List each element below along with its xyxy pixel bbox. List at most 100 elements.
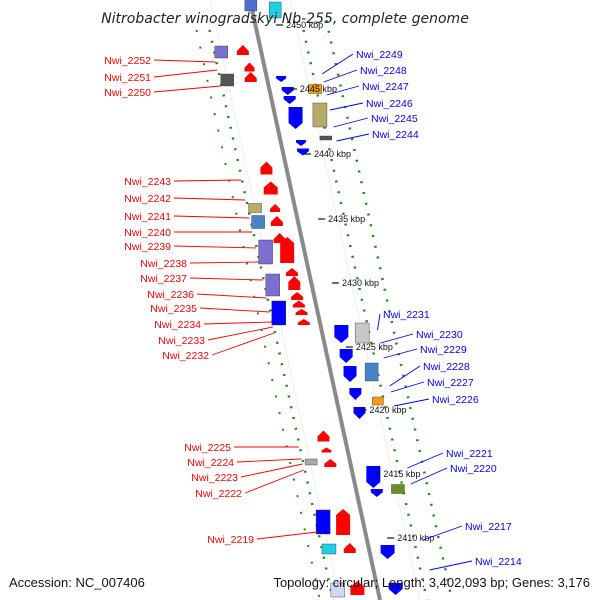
gene-label-reverse: Nwi_2226: [432, 394, 479, 406]
gene-label-forward: Nwi_2243: [124, 176, 171, 188]
gene-label-forward: Nwi_2223: [191, 472, 238, 484]
label-leader: [196, 293, 267, 299]
gene-label-forward: Nwi_2238: [140, 258, 187, 270]
gene-label-reverse: Nwi_2227: [427, 377, 474, 389]
gene-box: [220, 73, 235, 87]
gene-label-reverse: Nwi_2229: [420, 344, 467, 356]
label-leader: [199, 307, 270, 313]
gene-box: [354, 322, 370, 344]
forward-gene-arrow: [263, 181, 278, 195]
label-leader: [153, 85, 221, 93]
gene-label-forward: Nwi_2240: [124, 227, 171, 239]
gene-box: [251, 215, 265, 229]
label-leader: [207, 326, 273, 341]
label-leader: [236, 458, 302, 463]
gene-box: [265, 273, 280, 297]
map-title: Nitrobacter winogradskyi Nb-255, complet…: [101, 11, 469, 27]
gene-label-forward: Nwi_2251: [104, 72, 151, 84]
reverse-gene-arrow: [349, 388, 362, 400]
label-leader: [410, 467, 448, 485]
gene-box: [315, 509, 331, 535]
forward-gene-arrow: [270, 204, 281, 212]
reverse-gene-arrow: [370, 489, 383, 497]
forward-gene-arrow: [297, 319, 310, 325]
label-leader: [256, 531, 318, 540]
label-leader: [329, 102, 364, 111]
gene-label-forward: Nwi_2222: [195, 488, 242, 500]
gene-label-reverse: Nwi_2249: [356, 49, 403, 61]
gene-label-forward: Nwi_2252: [104, 55, 151, 67]
label-leader: [326, 85, 360, 96]
label-leader: [377, 313, 381, 331]
reverse-gene-arrow: [334, 325, 349, 343]
forward-gene-arrow: [343, 543, 356, 553]
label-leader: [393, 398, 430, 407]
gene-label-forward: Nwi_2232: [162, 350, 209, 362]
gene-label-reverse: Nwi_2220: [450, 463, 497, 475]
gene-label-reverse: Nwi_2230: [416, 329, 463, 341]
label-leader: [153, 59, 216, 63]
label-leader: [429, 560, 473, 571]
forward-gene-arrow: [244, 62, 255, 72]
gene-box: [312, 102, 328, 128]
label-leader: [383, 348, 418, 359]
gene-label-reverse: Nwi_2247: [362, 81, 409, 93]
scale-label: 2445 kbp: [300, 84, 337, 94]
accession-text: Accession: NC_007406: [9, 575, 145, 590]
gene-label-reverse: Nwi_2245: [371, 113, 418, 125]
gene-box: [391, 484, 405, 494]
gene-label-forward: Nwi_2239: [124, 241, 171, 253]
gene-label-forward: Nwi_2224: [187, 457, 234, 469]
gene-label-reverse: Nwi_2244: [372, 129, 419, 141]
label-leader: [336, 133, 370, 142]
forward-gene-arrow: [336, 509, 351, 535]
gene-box: [214, 45, 228, 59]
gene-box: [271, 300, 287, 326]
gene-label-forward: Nwi_2233: [158, 335, 205, 347]
forward-gene-arrow: [244, 72, 257, 82]
forward-gene-arrow: [280, 237, 295, 263]
gene-box: [244, 0, 258, 12]
label-leader: [389, 365, 421, 387]
scale-label: 2425 kbp: [356, 342, 393, 352]
gene-label-reverse: Nwi_2246: [366, 98, 413, 110]
gene-box: [319, 135, 333, 141]
forward-gene-arrow: [285, 268, 298, 276]
reverse-gene-arrow: [339, 349, 353, 363]
gene-label-forward: Nwi_2225: [184, 442, 231, 454]
gene-box: [258, 239, 273, 265]
gene-box: [248, 203, 262, 213]
forward-gene-arrow: [317, 430, 330, 442]
reverse-gene-arrow: [276, 76, 287, 82]
gene-label-reverse: Nwi_2228: [423, 361, 470, 373]
gene-label-forward: Nwi_2242: [124, 193, 171, 205]
scale-label: 2415 kbp: [383, 469, 420, 479]
reverse-gene-arrow: [283, 96, 296, 104]
scale-label: 2450 kbp: [286, 20, 323, 30]
forward-gene-arrow: [273, 233, 286, 243]
gene-label-forward: Nwi_2241: [124, 211, 171, 223]
forward-gene-arrow: [236, 45, 249, 55]
gene-box: [330, 582, 346, 598]
label-leader: [189, 261, 259, 264]
scale-label: 2420 kbp: [369, 405, 406, 415]
label-leader: [211, 332, 275, 356]
gene-label-reverse: Nwi_2217: [465, 521, 512, 533]
forward-gene-arrow: [292, 300, 305, 308]
gene-label-forward: Nwi_2234: [154, 319, 201, 331]
scale-label: 2435 kbp: [328, 214, 365, 224]
reverse-gene-arrow: [296, 148, 309, 156]
reverse-gene-arrow: [353, 407, 366, 419]
forward-gene-arrow: [321, 447, 332, 453]
reverse-gene-arrow: [388, 583, 403, 595]
label-leader: [323, 69, 358, 83]
forward-gene-arrow: [295, 309, 308, 315]
gene-label-reverse: Nwi_2231: [383, 309, 430, 321]
label-leader: [173, 215, 250, 219]
gene-box: [364, 362, 379, 382]
label-leader: [240, 463, 303, 478]
backbone: [195, 0, 454, 600]
label-leader: [173, 179, 242, 182]
label-leader: [380, 333, 414, 344]
